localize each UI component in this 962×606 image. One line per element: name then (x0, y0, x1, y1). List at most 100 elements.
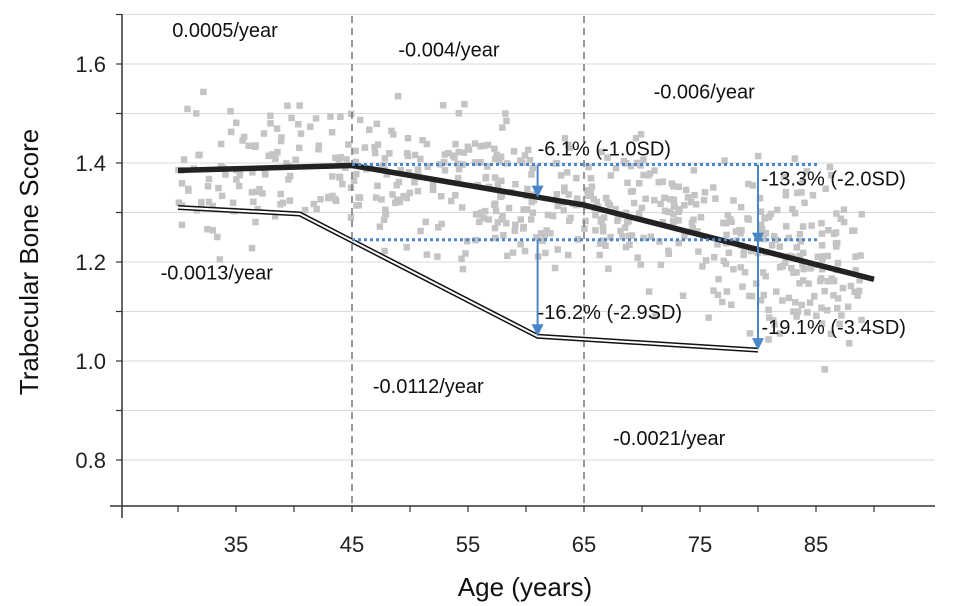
data-point (553, 190, 561, 198)
data-point (404, 134, 412, 142)
data-point (637, 261, 645, 268)
data-point (793, 269, 800, 276)
data-point (542, 249, 549, 257)
data-point (796, 280, 803, 287)
data-point (818, 304, 825, 311)
data-point (217, 140, 225, 148)
data-point (449, 152, 457, 159)
data-point (598, 148, 605, 156)
data-point (702, 257, 710, 264)
data-point (429, 181, 437, 189)
data-point (260, 130, 268, 137)
data-point (583, 187, 591, 194)
data-point (640, 171, 647, 179)
data-point (722, 260, 730, 268)
data-point (607, 233, 614, 241)
tick-labels: 0.8 1.0 1.2 1.4 1.6 35 45 55 65 75 85 (75, 52, 828, 557)
data-point (781, 259, 789, 266)
data-point (582, 217, 589, 225)
data-point (471, 140, 479, 147)
data-point (728, 218, 735, 225)
data-point (847, 282, 855, 290)
x-tick-label: 35 (224, 532, 248, 557)
data-point (573, 174, 580, 182)
data-point (581, 225, 588, 232)
data-point (561, 187, 568, 195)
data-point (297, 130, 305, 137)
data-point (705, 314, 712, 321)
data-point (429, 186, 437, 194)
data-point (454, 174, 462, 182)
data-point (356, 116, 364, 124)
data-point (563, 169, 571, 176)
data-point (640, 156, 647, 163)
data-point (748, 292, 756, 300)
data-point (765, 336, 772, 343)
annotation-label: -0.006/year (654, 82, 756, 104)
data-point (590, 195, 597, 203)
data-point (665, 250, 673, 258)
data-point (561, 135, 569, 142)
data-point (455, 148, 462, 156)
data-point (712, 195, 719, 202)
data-point (602, 194, 610, 202)
data-point (561, 184, 568, 191)
data-point (272, 155, 279, 162)
annotation-label: -19.1% (-3.4SD) (761, 317, 906, 339)
data-point (612, 164, 620, 172)
data-point (670, 201, 678, 209)
data-point (252, 218, 259, 226)
data-point (184, 105, 191, 113)
y-tick-label: 0.8 (75, 448, 106, 473)
x-axis-title: Age (years) (458, 572, 592, 602)
data-point (740, 251, 747, 259)
data-point (725, 249, 733, 257)
data-point (720, 219, 727, 227)
data-point (236, 171, 243, 179)
data-point (447, 197, 455, 205)
data-point (397, 167, 405, 174)
data-point (411, 179, 418, 186)
data-point (651, 312, 659, 320)
data-point (645, 288, 653, 295)
data-point (754, 152, 762, 160)
data-point (765, 306, 772, 314)
data-point (682, 186, 690, 194)
data-point (560, 207, 567, 214)
data-point (637, 131, 645, 138)
data-point (477, 211, 484, 218)
data-point (825, 226, 832, 234)
data-point (477, 143, 484, 150)
data-point (434, 253, 441, 260)
data-point (790, 308, 797, 315)
data-point (710, 184, 717, 191)
data-point (762, 230, 770, 237)
annotation-label: -0.0112/year (373, 376, 484, 398)
data-point (543, 227, 550, 234)
data-point (567, 214, 574, 222)
data-point (332, 154, 339, 162)
data-point (833, 210, 840, 217)
data-point (757, 296, 765, 304)
data-point (484, 141, 492, 149)
data-point (803, 168, 811, 175)
data-point (636, 179, 643, 187)
data-point (248, 244, 256, 252)
x-tick-label: 75 (688, 532, 712, 557)
data-point (837, 215, 845, 222)
data-point (193, 110, 200, 117)
data-point (821, 366, 829, 373)
data-point (541, 232, 548, 239)
data-point (455, 110, 463, 117)
data-point (417, 155, 424, 163)
annotation-label: 0.0005/year (172, 20, 278, 42)
data-point (371, 143, 378, 151)
data-point (838, 312, 845, 319)
data-point (573, 195, 581, 202)
data-point (655, 179, 662, 186)
data-point (520, 223, 528, 231)
data-point (373, 120, 381, 128)
data-point (273, 125, 281, 132)
data-point (776, 263, 784, 271)
data-point (737, 203, 745, 211)
